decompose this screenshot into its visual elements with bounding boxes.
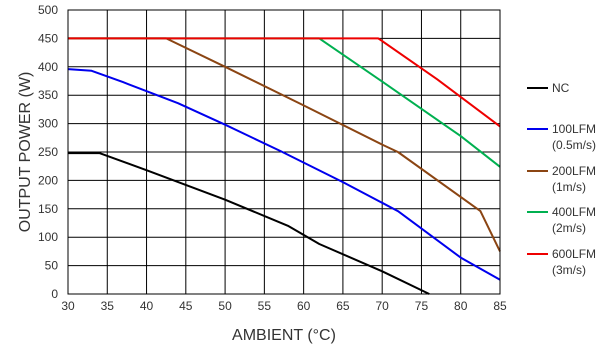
series-lines bbox=[67, 37, 501, 295]
x-tick-label: 65 bbox=[336, 299, 350, 313]
x-tick-label: 55 bbox=[258, 299, 272, 313]
legend-label: (0.5m/s) bbox=[552, 138, 596, 152]
series-line-4 bbox=[68, 37, 501, 128]
legend-label: 400LFM bbox=[552, 205, 596, 219]
y-axis-title: OUTPUT POWER (W) bbox=[17, 72, 34, 233]
legend-label: 100LFM bbox=[552, 122, 596, 136]
y-tick-label: 50 bbox=[45, 259, 59, 273]
x-tick-label: 30 bbox=[61, 299, 75, 313]
y-tick-label: 450 bbox=[38, 31, 58, 45]
y-tick-label: 250 bbox=[38, 145, 58, 159]
series-line-0 bbox=[68, 152, 430, 295]
y-tick-label: 0 bbox=[51, 287, 58, 301]
series-line-2 bbox=[68, 37, 501, 252]
y-tick-label: 200 bbox=[38, 173, 58, 187]
legend-label: NC bbox=[552, 81, 570, 95]
legend-label: 200LFM bbox=[552, 164, 596, 178]
x-tick-label: 70 bbox=[376, 299, 390, 313]
x-tick-labels: 30 35 40 45 50 55 60 65 70 75 80 85 bbox=[61, 299, 507, 313]
x-tick-label: 40 bbox=[140, 299, 154, 313]
x-tick-label: 75 bbox=[415, 299, 429, 313]
x-tick-label: 45 bbox=[179, 299, 193, 313]
y-tick-label: 150 bbox=[38, 202, 58, 216]
y-tick-label: 400 bbox=[38, 60, 58, 74]
y-tick-labels: 0 50 100 150 200 250 300 350 400 450 500 bbox=[38, 3, 58, 301]
plot-frame bbox=[67, 9, 501, 295]
x-tick-label: 35 bbox=[101, 299, 115, 313]
x-tick-label: 80 bbox=[454, 299, 468, 313]
x-tick-label: 60 bbox=[297, 299, 311, 313]
y-tick-label: 350 bbox=[38, 88, 58, 102]
legend-label: (2m/s) bbox=[552, 221, 586, 235]
legend: NC 100LFM (0.5m/s) 200LFM (1m/s) 400LFM (2m/s)… bbox=[527, 81, 596, 277]
y-tick-label: 500 bbox=[38, 3, 58, 17]
legend-label: (1m/s) bbox=[552, 180, 586, 194]
legend-label: (3m/s) bbox=[552, 263, 586, 277]
y-tick-label: 100 bbox=[38, 230, 58, 244]
legend-label: 600LFM bbox=[552, 247, 596, 261]
series-line-1 bbox=[67, 68, 501, 281]
x-tick-label: 50 bbox=[218, 299, 232, 313]
y-tick-label: 300 bbox=[38, 117, 58, 131]
x-tick-label: 85 bbox=[493, 299, 507, 313]
x-axis-title: AMBIENT (°C) bbox=[232, 327, 336, 344]
